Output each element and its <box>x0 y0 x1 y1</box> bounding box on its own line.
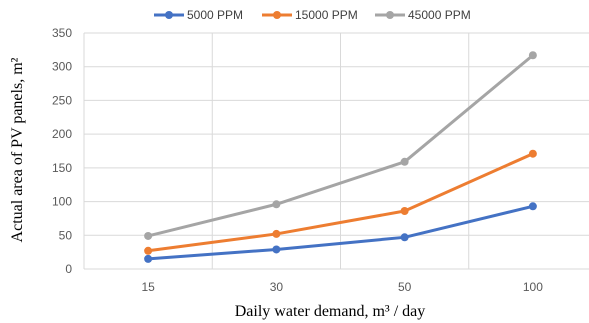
series-line-2 <box>147 54 534 238</box>
y-tick-label: 150 <box>52 161 72 175</box>
legend-label: 5000 PPM <box>187 8 243 22</box>
x-tick-label: 100 <box>523 280 543 294</box>
legend-swatch-marker <box>165 11 173 19</box>
legend-swatch-marker <box>273 11 281 19</box>
series-line-1 <box>147 152 534 253</box>
legend: 5000 PPM 15000 PPM 45000 PPM <box>154 8 471 22</box>
x-axis-label: Daily water demand, m³ / day <box>235 303 426 320</box>
y-tick-label: 0 <box>65 262 72 276</box>
legend-swatch-marker <box>386 11 394 19</box>
data-point <box>400 157 409 166</box>
data-point <box>400 233 409 242</box>
data-point <box>400 207 409 216</box>
y-tick-label: 300 <box>52 60 72 74</box>
y-tick-label: 350 <box>52 26 72 40</box>
y-tick-label: 200 <box>52 127 72 141</box>
series-group <box>144 51 537 263</box>
y-axis-ticks: 0 50 100 150 200 250 300 350 <box>52 26 72 276</box>
data-point <box>528 202 537 211</box>
y-tick-label: 100 <box>52 195 72 209</box>
data-point <box>528 149 537 158</box>
series-line-0 <box>148 204 534 261</box>
y-axis-label: Actual area of PV panels, m² <box>9 57 26 242</box>
legend-label: 15000 PPM <box>295 8 358 22</box>
data-point <box>272 200 281 209</box>
data-point <box>272 229 281 238</box>
x-tick-label: 50 <box>398 280 412 294</box>
y-tick-label: 250 <box>52 93 72 107</box>
legend-label: 45000 PPM <box>408 8 471 22</box>
gridlines <box>83 32 589 270</box>
data-point <box>272 245 281 254</box>
data-point <box>144 254 153 263</box>
data-point <box>144 231 153 240</box>
data-point <box>528 51 537 60</box>
data-point <box>144 246 153 255</box>
y-tick-label: 50 <box>59 228 73 242</box>
x-tick-label: 15 <box>141 280 155 294</box>
x-tick-label: 30 <box>270 280 284 294</box>
x-axis-ticks: 15 30 50 100 <box>141 280 543 294</box>
